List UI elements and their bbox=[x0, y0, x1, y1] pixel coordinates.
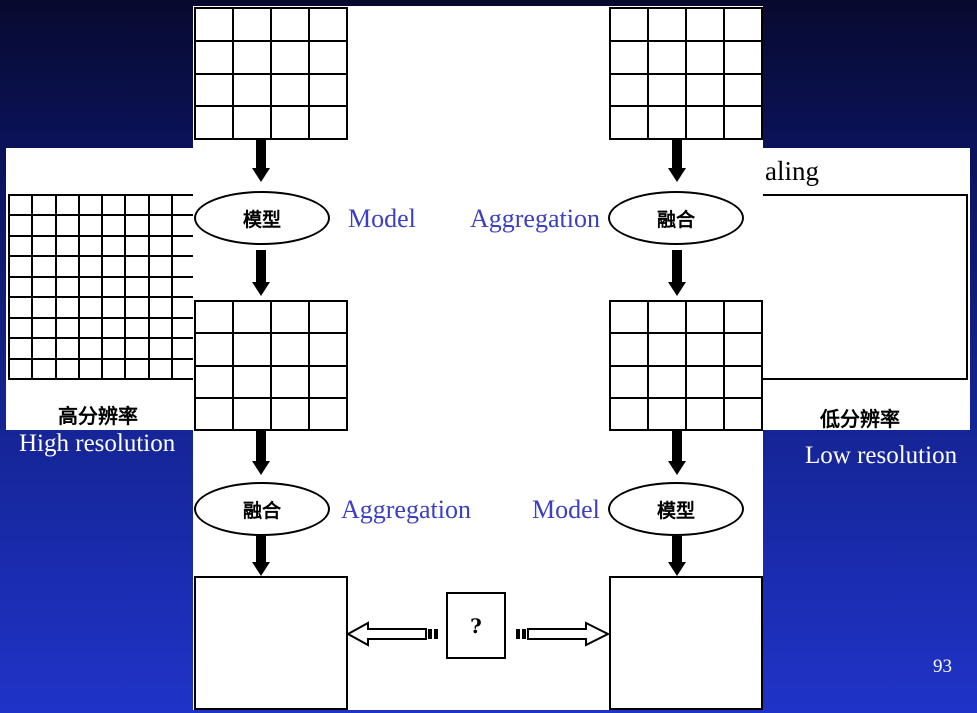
right-top-grid bbox=[609, 7, 763, 140]
low-resolution-cell bbox=[760, 194, 968, 380]
page-number: 93 bbox=[933, 656, 952, 677]
high-resolution-caption: High resolution bbox=[19, 430, 176, 457]
right-arrow-1 bbox=[668, 140, 686, 182]
right-middle-grid bbox=[609, 300, 763, 431]
right-arrow-2 bbox=[668, 250, 686, 296]
left-model-label: Model bbox=[348, 204, 416, 233]
right-result-box bbox=[609, 576, 763, 710]
right-model-label: Model bbox=[532, 495, 600, 524]
right-aggregation-label: Aggregation bbox=[470, 204, 600, 233]
comparison-box: ? bbox=[446, 592, 506, 659]
left-arrow-3 bbox=[252, 431, 270, 475]
left-aggregation-label: Aggregation bbox=[341, 495, 471, 524]
question-mark: ? bbox=[470, 613, 482, 638]
low-resolution-caption: Low resolution bbox=[805, 442, 958, 469]
left-middle-grid bbox=[194, 300, 348, 431]
right-arrow-4 bbox=[668, 536, 686, 576]
right-panel-partial-title: aling bbox=[765, 156, 819, 186]
left-model-ellipse: 模型 bbox=[194, 191, 330, 245]
right-aggregation-ellipse: 融合 bbox=[608, 191, 744, 245]
left-arrow-2 bbox=[252, 250, 270, 296]
left-comparison-arrow bbox=[346, 621, 438, 647]
right-model-ellipse: 模型 bbox=[608, 482, 744, 536]
left-top-grid bbox=[194, 7, 348, 140]
right-comparison-arrow bbox=[516, 621, 611, 647]
left-aggregation-ellipse: 融合 bbox=[194, 482, 330, 536]
low-resolution-chinese-label: 低分辨率 bbox=[820, 407, 900, 431]
high-resolution-grid bbox=[8, 194, 196, 380]
left-arrow-1 bbox=[252, 140, 270, 182]
left-arrow-4 bbox=[252, 536, 270, 576]
high-resolution-chinese-label: 高分辨率 bbox=[58, 404, 138, 428]
right-arrow-3 bbox=[668, 431, 686, 475]
left-result-box bbox=[194, 576, 348, 710]
